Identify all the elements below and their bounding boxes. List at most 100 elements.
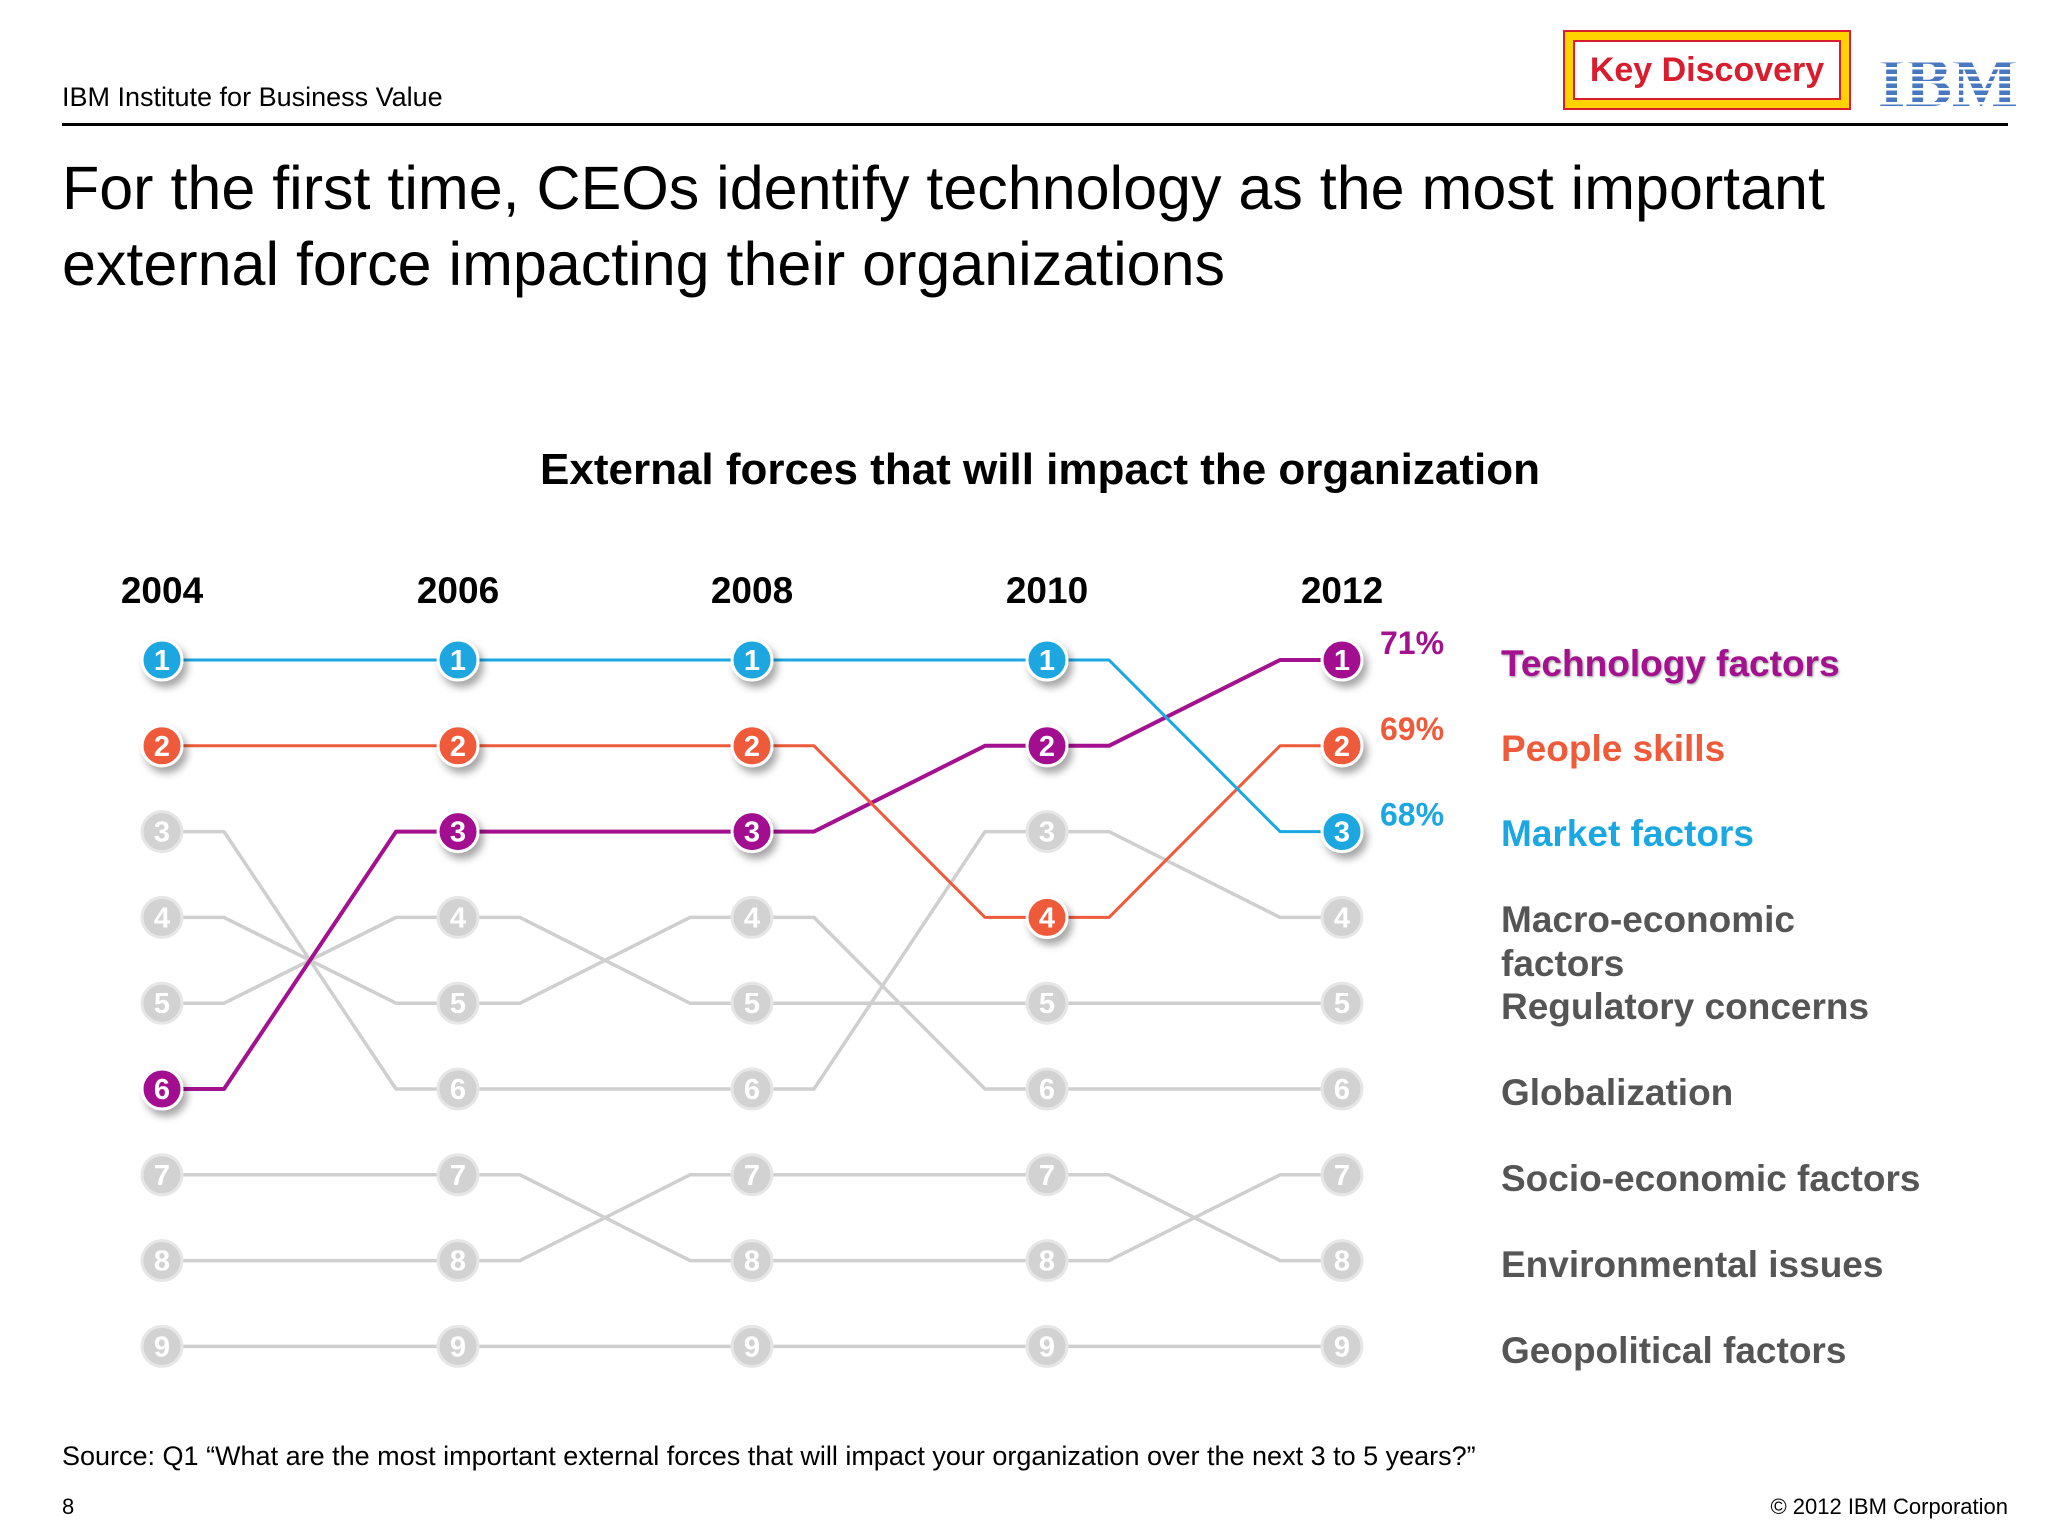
value-label-2012: 68%	[1380, 797, 1444, 833]
rank-node-label: 6	[154, 1074, 170, 1106]
legend-market: Market factors	[1501, 813, 1754, 854]
rank-node: 1	[436, 638, 480, 682]
legend-environmental: Environmental issues	[1501, 1244, 1884, 1285]
year-label-2008: 2008	[711, 570, 793, 611]
rank-node-circle	[730, 1067, 774, 1111]
rank-node-label: 9	[1039, 1331, 1055, 1363]
rank-node: 7	[436, 1153, 480, 1197]
rank-node: 5	[730, 981, 774, 1025]
rank-node-circle	[436, 638, 480, 682]
rank-node-label: 7	[450, 1160, 466, 1192]
rank-node-label: 3	[154, 817, 170, 849]
rank-node: 8	[436, 1239, 480, 1283]
rank-node-label: 3	[450, 817, 466, 849]
rank-node: 7	[140, 1153, 184, 1197]
rank-node: 1	[1025, 638, 1069, 682]
rank-node: 4	[140, 895, 184, 939]
rank-node-circle	[1025, 1067, 1069, 1111]
rank-node-circle	[1320, 638, 1364, 682]
rank-node-label: 4	[1039, 902, 1055, 934]
rank-node: 5	[436, 981, 480, 1025]
rank-node-circle	[1025, 724, 1069, 768]
rank-node-circle	[1320, 1067, 1364, 1111]
rank-node-circle	[140, 810, 184, 854]
page-title: For the first time, CEOs identify techno…	[62, 154, 1825, 298]
rank-node: 8	[140, 1239, 184, 1283]
rank-node-circle	[140, 1153, 184, 1197]
year-label-2006: 2006	[417, 570, 499, 611]
rank-node-label: 6	[450, 1074, 466, 1106]
header-org: IBM Institute for Business Value	[62, 82, 443, 112]
rank-node-label: 5	[744, 988, 760, 1020]
rank-node-label: 4	[1334, 902, 1350, 934]
rank-node: 9	[436, 1324, 480, 1368]
rank-node-circle	[140, 1067, 184, 1111]
rank-node-circle	[436, 1153, 480, 1197]
rank-node: 9	[1320, 1324, 1364, 1368]
rank-node-label: 1	[154, 645, 170, 677]
rank-node-circle	[140, 1324, 184, 1368]
rank-node-label: 8	[154, 1246, 170, 1278]
rank-node-circle	[1025, 1153, 1069, 1197]
rank-node-circle	[1320, 1153, 1364, 1197]
rank-node: 4	[1320, 895, 1364, 939]
rank-node: 4	[1025, 895, 1069, 939]
rank-node-circle	[1025, 810, 1069, 854]
rank-node-label: 5	[154, 988, 170, 1020]
rank-node-label: 5	[450, 988, 466, 1020]
series-line-macro-economic-factors	[162, 829, 1342, 1091]
rank-node: 4	[436, 895, 480, 939]
legend-technology: Technology factors	[1501, 643, 1840, 684]
rank-node-label: 4	[154, 902, 170, 934]
rank-node: 7	[730, 1153, 774, 1197]
rank-node: 6	[436, 1067, 480, 1111]
rank-node-circle	[436, 1324, 480, 1368]
rank-node-circle	[436, 1239, 480, 1283]
rank-node: 4	[730, 895, 774, 939]
rank-node: 8	[730, 1239, 774, 1283]
rank-node-circle	[730, 981, 774, 1025]
rank-node: 5	[140, 981, 184, 1025]
rank-node: 6	[1320, 1067, 1364, 1111]
rank-node-circle	[436, 895, 480, 939]
rank-node-label: 3	[1039, 817, 1055, 849]
rank-node-circle	[1320, 1324, 1364, 1368]
rank-node-label: 7	[1039, 1160, 1055, 1192]
legend-geopolitical: Geopolitical factors	[1501, 1330, 1847, 1371]
rank-node-circle	[730, 1324, 774, 1368]
rank-node-circle	[436, 1067, 480, 1111]
rank-node-label: 4	[744, 902, 760, 934]
rank-node: 3	[140, 810, 184, 854]
value-label-2012: 71%	[1380, 625, 1444, 661]
rank-node-circle	[1025, 1239, 1069, 1283]
rank-node-circle	[1025, 1324, 1069, 1368]
rank-node: 5	[1320, 981, 1364, 1025]
chart-title: External forces that will impact the org…	[540, 445, 1540, 494]
rank-node: 1	[730, 638, 774, 682]
rank-node-circle	[1025, 981, 1069, 1025]
rank-node-label: 1	[450, 645, 466, 677]
rank-node-label: 1	[1039, 645, 1055, 677]
rank-node-circle	[1320, 724, 1364, 768]
source-note: Source: Q1 “What are the most important …	[62, 1441, 1476, 1471]
year-label-2010: 2010	[1006, 570, 1088, 611]
rank-node: 6	[140, 1067, 184, 1111]
rank-node-circle	[140, 638, 184, 682]
rank-node-label: 9	[450, 1331, 466, 1363]
rank-node-circle	[1320, 1239, 1364, 1283]
rank-node-label: 8	[1334, 1246, 1350, 1278]
rank-node-label: 8	[1039, 1246, 1055, 1278]
rank-node-label: 2	[450, 731, 466, 763]
rank-node-circle	[730, 810, 774, 854]
rank-node-label: 1	[744, 645, 760, 677]
legend-macro-2: factors	[1501, 943, 1625, 984]
rank-node: 2	[1025, 724, 1069, 768]
key-discovery-badge: Key Discovery	[1563, 30, 1851, 110]
rank-node: 2	[140, 724, 184, 768]
rank-node-label: 5	[1334, 988, 1350, 1020]
header-rule	[62, 123, 2008, 126]
legend-globalization: Globalization	[1501, 1072, 1734, 1113]
rank-node-label: 1	[1334, 645, 1350, 677]
rank-node-label: 9	[1334, 1331, 1350, 1363]
rank-node: 7	[1320, 1153, 1364, 1197]
